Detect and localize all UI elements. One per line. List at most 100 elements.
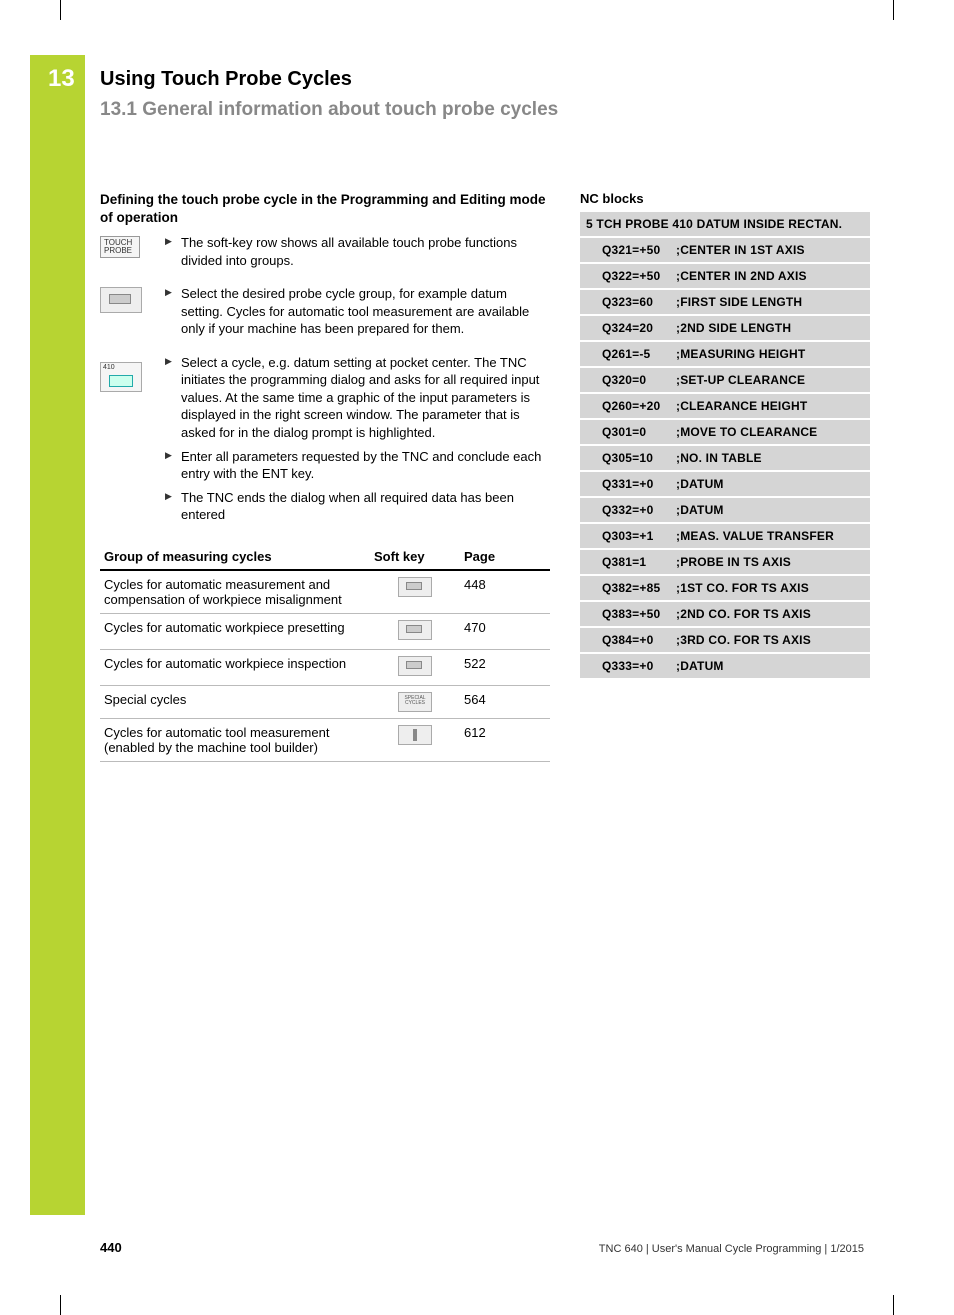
nc-blocks-table: 5 TCH PROBE 410 DATUM INSIDE RECTAN. Q32…	[580, 212, 870, 680]
nc-comment: ;DATUM	[676, 659, 724, 673]
nc-row: Q303=+1;MEAS. VALUE TRANSFER	[580, 523, 870, 549]
col-header-group: Group of measuring cycles	[100, 544, 370, 570]
cell-softkey	[370, 718, 460, 761]
table-row: Cycles for automatic workpiece inspectio…	[100, 649, 550, 685]
nc-param: Q301=0	[602, 425, 676, 439]
crop-mark	[874, 0, 894, 20]
cell-softkey	[370, 613, 460, 649]
cycle410-softkey-icon: 410	[100, 354, 165, 530]
nc-param: Q331=+0	[602, 477, 676, 491]
nc-comment: ;MEAS. VALUE TRANSFER	[676, 529, 834, 543]
page-body: Using Touch Probe Cycles 13.1 General in…	[100, 68, 880, 762]
nc-comment: ;SET-UP CLEARANCE	[676, 373, 805, 387]
softkey-icon	[100, 287, 142, 313]
group-softkey-icon	[100, 285, 165, 344]
nc-row: Q260=+20;CLEARANCE HEIGHT	[580, 393, 870, 419]
chapter-tab	[30, 55, 85, 1215]
nc-param: Q260=+20	[602, 399, 676, 413]
nc-comment: ;NO. IN TABLE	[676, 451, 762, 465]
table-row: Special cycles SPECIAL CYCLES 564	[100, 685, 550, 718]
nc-row: Q301=0;MOVE TO CLEARANCE	[580, 419, 870, 445]
cell-page: 522	[460, 649, 550, 685]
col-header-page: Page	[460, 544, 550, 570]
nc-row: Q320=0;SET-UP CLEARANCE	[580, 367, 870, 393]
nc-row: Q332=+0;DATUM	[580, 497, 870, 523]
nc-param: Q321=+50	[602, 243, 676, 257]
nc-comment: ;PROBE IN TS AXIS	[676, 555, 791, 569]
cell-page: 564	[460, 685, 550, 718]
nc-param: Q383=+50	[602, 607, 676, 621]
section-title: 13.1 General information about touch pro…	[100, 99, 880, 121]
nc-comment: ;FIRST SIDE LENGTH	[676, 295, 802, 309]
nc-param: Q322=+50	[602, 269, 676, 283]
step-row: Select the desired probe cycle group, fo…	[100, 285, 550, 344]
cell-page: 470	[460, 613, 550, 649]
nc-comment: ;2ND CO. FOR TS AXIS	[676, 607, 811, 621]
right-column: NC blocks 5 TCH PROBE 410 DATUM INSIDE R…	[580, 191, 870, 762]
nc-param: Q320=0	[602, 373, 676, 387]
table-row: Cycles for automatic workpiece presettin…	[100, 613, 550, 649]
nc-comment: ;3RD CO. FOR TS AXIS	[676, 633, 811, 647]
nc-param: Q381=1	[602, 555, 676, 569]
nc-header-cell: 5 TCH PROBE 410 DATUM INSIDE RECTAN.	[580, 212, 870, 237]
nc-comment: ;1ST CO. FOR TS AXIS	[676, 581, 809, 595]
nc-param: Q382=+85	[602, 581, 676, 595]
cell-group: Cycles for automatic measurement and com…	[100, 570, 370, 614]
nc-param: Q305=10	[602, 451, 676, 465]
col-header-softkey: Soft key	[370, 544, 460, 570]
nc-row: Q381=1;PROBE IN TS AXIS	[580, 549, 870, 575]
page-number: 440	[100, 1240, 122, 1255]
cell-softkey: SPECIAL CYCLES	[370, 685, 460, 718]
touchprobe-softkey-icon: TOUCH PROBE	[100, 234, 165, 275]
step-bullet: The TNC ends the dialog when all require…	[165, 489, 550, 524]
cell-softkey	[370, 570, 460, 614]
crop-mark	[60, 0, 80, 20]
nc-row: Q383=+50;2ND CO. FOR TS AXIS	[580, 601, 870, 627]
nc-param: Q384=+0	[602, 633, 676, 647]
table-row: Cycles for automatic tool measurement (e…	[100, 718, 550, 761]
special-cycles-icon: SPECIAL CYCLES	[398, 692, 432, 712]
nc-row: Q382=+85;1ST CO. FOR TS AXIS	[580, 575, 870, 601]
touchprobe-icon: TOUCH PROBE	[100, 236, 140, 258]
nc-row: Q323=60;FIRST SIDE LENGTH	[580, 289, 870, 315]
cell-group: Cycles for automatic tool measurement (e…	[100, 718, 370, 761]
step-row: 410 Select a cycle, e.g. datum setting a…	[100, 354, 550, 530]
step-bullet: Select the desired probe cycle group, fo…	[165, 285, 550, 338]
nc-comment: ;MOVE TO CLEARANCE	[676, 425, 817, 439]
nc-row: Q331=+0;DATUM	[580, 471, 870, 497]
step-row: TOUCH PROBE The soft-key row shows all a…	[100, 234, 550, 275]
softkey-icon	[398, 656, 432, 676]
nc-row: Q305=10;NO. IN TABLE	[580, 445, 870, 471]
footer-text: TNC 640 | User's Manual Cycle Programmin…	[599, 1243, 864, 1255]
nc-comment: ;DATUM	[676, 503, 724, 517]
cell-group: Special cycles	[100, 685, 370, 718]
softkey-icon	[398, 577, 432, 597]
step-bullet: The soft-key row shows all available tou…	[165, 234, 550, 269]
cell-page: 612	[460, 718, 550, 761]
cycle-410-icon: 410	[100, 362, 142, 392]
crop-mark	[874, 1295, 894, 1315]
nc-param: Q324=20	[602, 321, 676, 335]
nc-param: Q261=-5	[602, 347, 676, 361]
nc-comment: ;2ND SIDE LENGTH	[676, 321, 791, 335]
subheading: Defining the touch probe cycle in the Pr…	[100, 191, 550, 226]
table-row: Cycles for automatic measurement and com…	[100, 570, 550, 614]
tool-icon	[398, 725, 432, 745]
nc-row: Q333=+0;DATUM	[580, 653, 870, 679]
chapter-number: 13	[48, 65, 75, 93]
cell-softkey	[370, 649, 460, 685]
nc-comment: ;CENTER IN 2ND AXIS	[676, 269, 807, 283]
step-bullet: Enter all parameters requested by the TN…	[165, 448, 550, 483]
nc-param: Q323=60	[602, 295, 676, 309]
nc-row: Q321=+50;CENTER IN 1ST AXIS	[580, 237, 870, 263]
nc-row: Q384=+0;3RD CO. FOR TS AXIS	[580, 627, 870, 653]
measuring-cycles-table: Group of measuring cycles Soft key Page …	[100, 544, 550, 762]
nc-comment: ;MEASURING HEIGHT	[676, 347, 805, 361]
nc-comment: ;CENTER IN 1ST AXIS	[676, 243, 805, 257]
cell-group: Cycles for automatic workpiece presettin…	[100, 613, 370, 649]
cell-page: 448	[460, 570, 550, 614]
nc-row: Q324=20;2ND SIDE LENGTH	[580, 315, 870, 341]
step-bullet: Select a cycle, e.g. datum setting at po…	[165, 354, 550, 442]
chapter-title: Using Touch Probe Cycles	[100, 68, 880, 91]
nc-param: Q333=+0	[602, 659, 676, 673]
